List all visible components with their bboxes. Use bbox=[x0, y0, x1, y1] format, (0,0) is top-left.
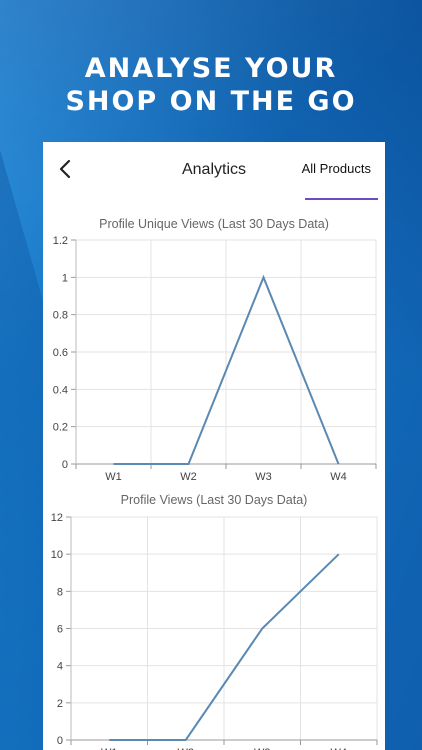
back-arrow-icon[interactable] bbox=[55, 158, 77, 180]
y-tick-label: 0 bbox=[62, 459, 68, 471]
y-tick-label: 1 bbox=[62, 272, 68, 284]
y-tick-label: 0.8 bbox=[53, 310, 68, 322]
tab-all-products[interactable]: All Products bbox=[301, 161, 371, 176]
y-tick-label: 0.4 bbox=[53, 384, 68, 396]
y-tick-label: 0.6 bbox=[53, 347, 68, 359]
unique-views-chart-svg: Profile Unique Views (Last 30 Days Data)… bbox=[53, 217, 377, 482]
series-line bbox=[109, 553, 340, 741]
unique-views-chart: Profile Unique Views (Last 30 Days Data)… bbox=[43, 212, 385, 482]
top-bar: Analytics All Products bbox=[43, 142, 385, 202]
y-tick-label: 1.2 bbox=[53, 235, 68, 247]
series-line bbox=[113, 274, 340, 465]
tab-active-indicator bbox=[305, 198, 378, 200]
y-tick-label: 0 bbox=[57, 735, 63, 747]
x-tick-label: W2 bbox=[180, 471, 197, 482]
chart-title: Profile Unique Views (Last 30 Days Data) bbox=[99, 217, 329, 231]
x-tick-label: W3 bbox=[254, 747, 271, 750]
profile-views-chart-svg: Profile Views (Last 30 Days Data) 0 2 4 6 8 10… bbox=[51, 493, 378, 750]
y-tick-label: 8 bbox=[57, 586, 63, 598]
profile-views-chart: Profile Views (Last 30 Days Data) 0 2 4 6 8 10… bbox=[43, 489, 385, 750]
y-tick-label: 12 bbox=[51, 512, 63, 524]
page-title: Analytics bbox=[181, 161, 247, 178]
x-tick-label: W4 bbox=[330, 471, 347, 482]
app-screen: Analytics All Products Profile Unique Vi… bbox=[43, 142, 385, 750]
chart-title: Profile Views (Last 30 Days Data) bbox=[121, 493, 308, 507]
y-tick-label: 6 bbox=[57, 624, 63, 636]
y-tick-label: 10 bbox=[51, 549, 63, 561]
y-tick-label: 2 bbox=[57, 698, 63, 710]
x-tick-label: W1 bbox=[101, 747, 118, 750]
x-tick-label: W4 bbox=[331, 747, 348, 750]
headline-line-2: SHOP ON THE GO bbox=[65, 86, 357, 117]
x-tick-label: W3 bbox=[255, 471, 272, 482]
headline-line-1: ANALYSE YOUR bbox=[84, 53, 338, 84]
y-tick-label: 4 bbox=[57, 661, 63, 673]
x-tick-label: W2 bbox=[178, 747, 195, 750]
y-tick-label: 0.2 bbox=[53, 422, 68, 434]
headline: ANALYSE YOUR SHOP ON THE GO bbox=[0, 52, 422, 118]
x-tick-label: W1 bbox=[105, 471, 122, 482]
